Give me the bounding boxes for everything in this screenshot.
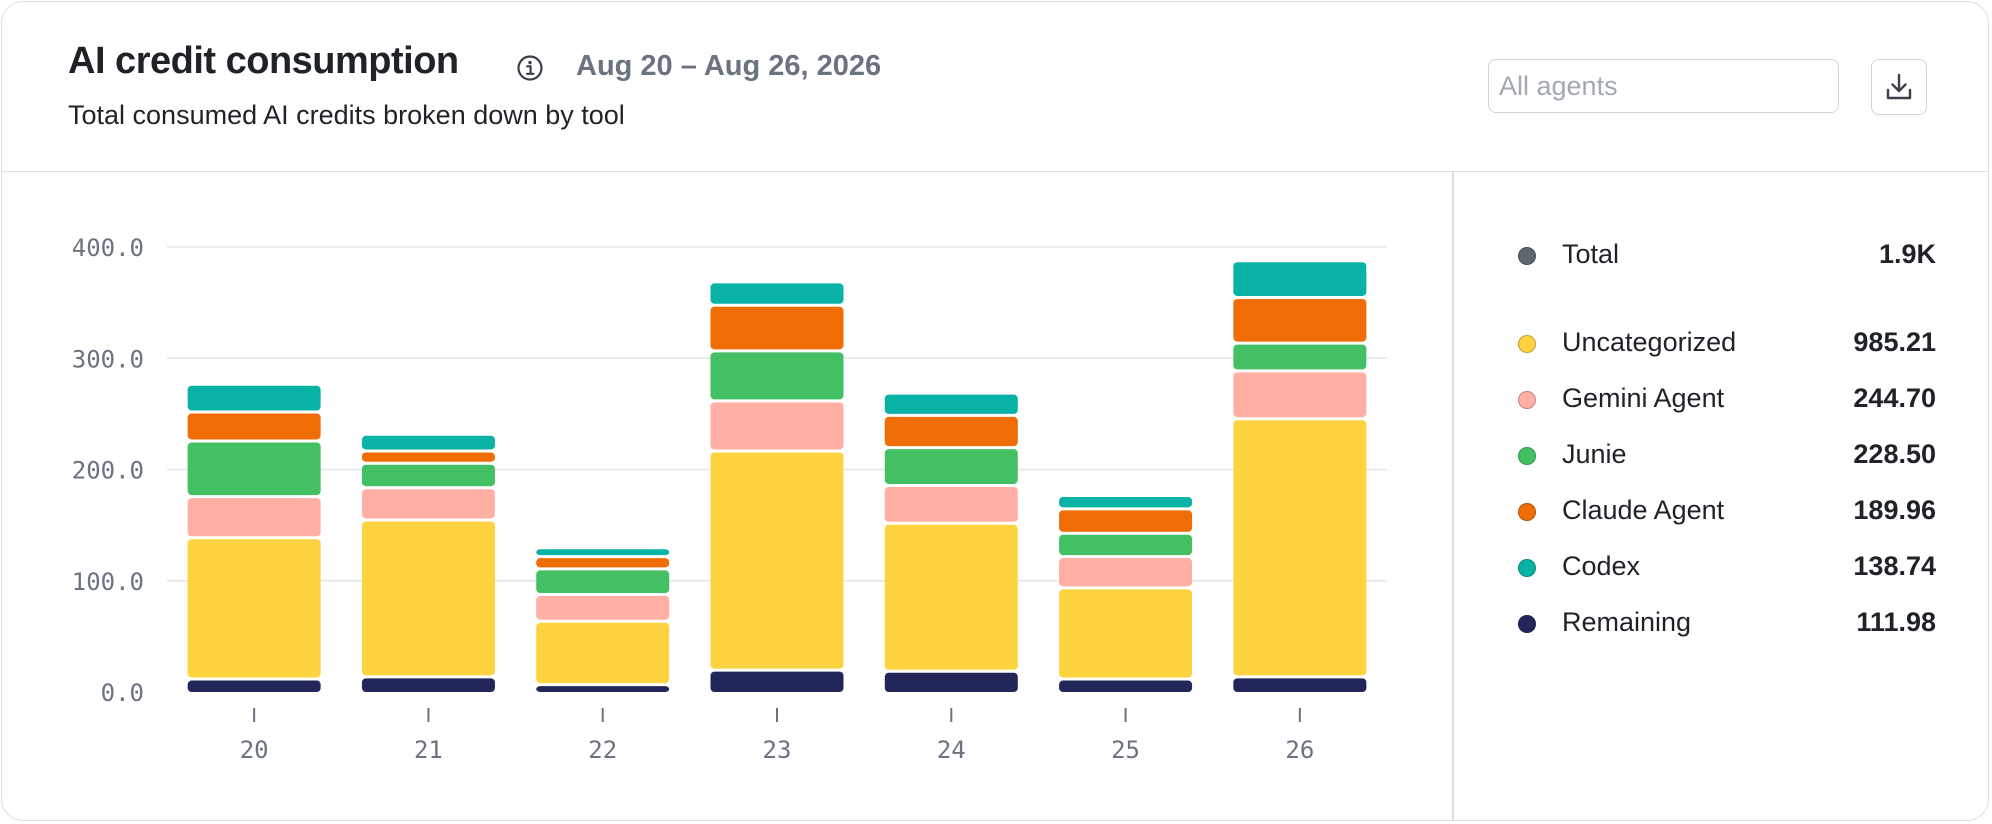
x-tick-label: 23 [763,736,792,764]
bar-segment [1233,344,1367,370]
bar-segment [1233,262,1367,296]
bar-segment [1059,534,1193,556]
legend-item-claude-agent[interactable]: Claude Agent 189.96 [1518,493,1936,533]
x-tick-label: 20 [240,736,269,764]
bar-segment [710,452,844,669]
bar-segment [187,680,321,692]
legend-value: 1.9K [1878,239,1936,269]
bar-segment [536,558,670,568]
bar-segment [187,539,321,678]
legend-dot-icon [1518,447,1536,465]
bar-segment [1059,680,1193,692]
bar-segment [884,416,1018,447]
download-button[interactable] [1871,59,1927,115]
y-tick-label: 200.0 [72,457,144,485]
legend-item-remaining[interactable]: Remaining 111.98 [1518,605,1936,645]
legend-dot-icon [1518,503,1536,521]
chart-subtitle: Total consumed AI credits broken down by… [68,100,625,130]
bar-segment [536,595,670,620]
x-tick-label: 26 [1285,736,1314,764]
chart-area: 0.0 100.0 200.0 300.0 400.0 20 21 22 23 24 25 26 [2,172,1452,820]
bar-segment [884,449,1018,484]
legend-dot-icon [1518,559,1536,577]
bar-segment [1059,496,1193,508]
bar-segment [884,486,1018,522]
bar-segment [536,570,670,593]
legend-item-total[interactable]: Total 1.9K [1518,237,1936,277]
legend-label: Claude Agent [1562,495,1725,525]
legend-dot-icon [1518,335,1536,353]
bar-segment [1233,420,1367,676]
stacked-bar-chart: 0.0 100.0 200.0 300.0 400.0 20 21 22 23 24 25 26 [72,234,1387,764]
legend-label: Gemini Agent [1562,383,1725,413]
card-header: AI credit consumption Aug 20 – Aug 26, 2… [2,2,1988,172]
bar-segment [884,672,1018,692]
legend-value: 244.70 [1853,383,1936,413]
bar-segment [187,385,321,411]
legend-value: 228.50 [1853,439,1936,469]
y-tick-label: 400.0 [72,234,144,262]
page-title: AI credit consumption [68,40,459,82]
bar-segment [361,521,495,676]
legend-label: Uncategorized [1562,327,1737,357]
bar-segment [536,686,670,692]
legend-label: Junie [1562,439,1627,469]
info-icon[interactable] [516,54,544,82]
bar-segment [361,678,495,692]
legend-label: Total [1562,239,1620,269]
bar-segment [361,464,495,487]
bar-segment [1059,510,1193,532]
bar-segment [1059,589,1193,678]
bar-segment [536,622,670,684]
bar-segment [710,306,844,350]
download-icon [1886,73,1912,100]
bar-segment [187,413,321,440]
legend-label: Remaining [1562,607,1692,637]
legend-label: Codex [1562,551,1641,581]
legend-value: 189.96 [1853,495,1936,525]
legend-item-gemini-agent[interactable]: Gemini Agent 244.70 [1518,381,1936,421]
bar-segment [1233,678,1367,692]
legend-dot-icon [1518,391,1536,409]
bar-segment [884,524,1018,670]
legend-dot-icon [1518,247,1536,265]
legend-value: 138.74 [1853,551,1936,581]
y-tick-label: 100.0 [72,568,144,596]
legend-value: 985.21 [1853,327,1936,357]
legend-item-uncategorized[interactable]: Uncategorized 985.21 [1518,325,1936,365]
bar-segment [710,402,844,450]
bar-segment [884,394,1018,414]
bar-segment [1233,372,1367,418]
legend-divider [1452,172,1454,820]
y-tick-label: 0.0 [101,679,144,707]
bar-segment [710,283,844,304]
bar-segment [361,435,495,450]
legend-item-codex[interactable]: Codex 138.74 [1518,549,1936,589]
legend: Total 1.9K Uncategorized 985.21 Gemini A… [1452,172,1988,820]
x-tick-label: 22 [588,736,617,764]
bar-segment [187,442,321,496]
bar-segment [1059,558,1193,587]
bar-segment [536,549,670,556]
x-tick-label: 21 [414,736,443,764]
bar-segment [710,352,844,400]
x-tick-label: 24 [937,736,966,764]
bar-segment [1233,298,1367,342]
date-range: Aug 20 – Aug 26, 2026 [576,50,882,82]
legend-item-junie[interactable]: Junie 228.50 [1518,437,1936,477]
legend-value: 111.98 [1856,607,1936,637]
agent-filter-input[interactable] [1488,59,1839,113]
bar-segment [361,452,495,462]
bar-segment [710,671,844,692]
bar-segment [187,498,321,537]
legend-dot-icon [1518,615,1536,633]
y-tick-label: 300.0 [72,345,144,373]
bar-segment [361,489,495,519]
x-tick-label: 25 [1111,736,1140,764]
